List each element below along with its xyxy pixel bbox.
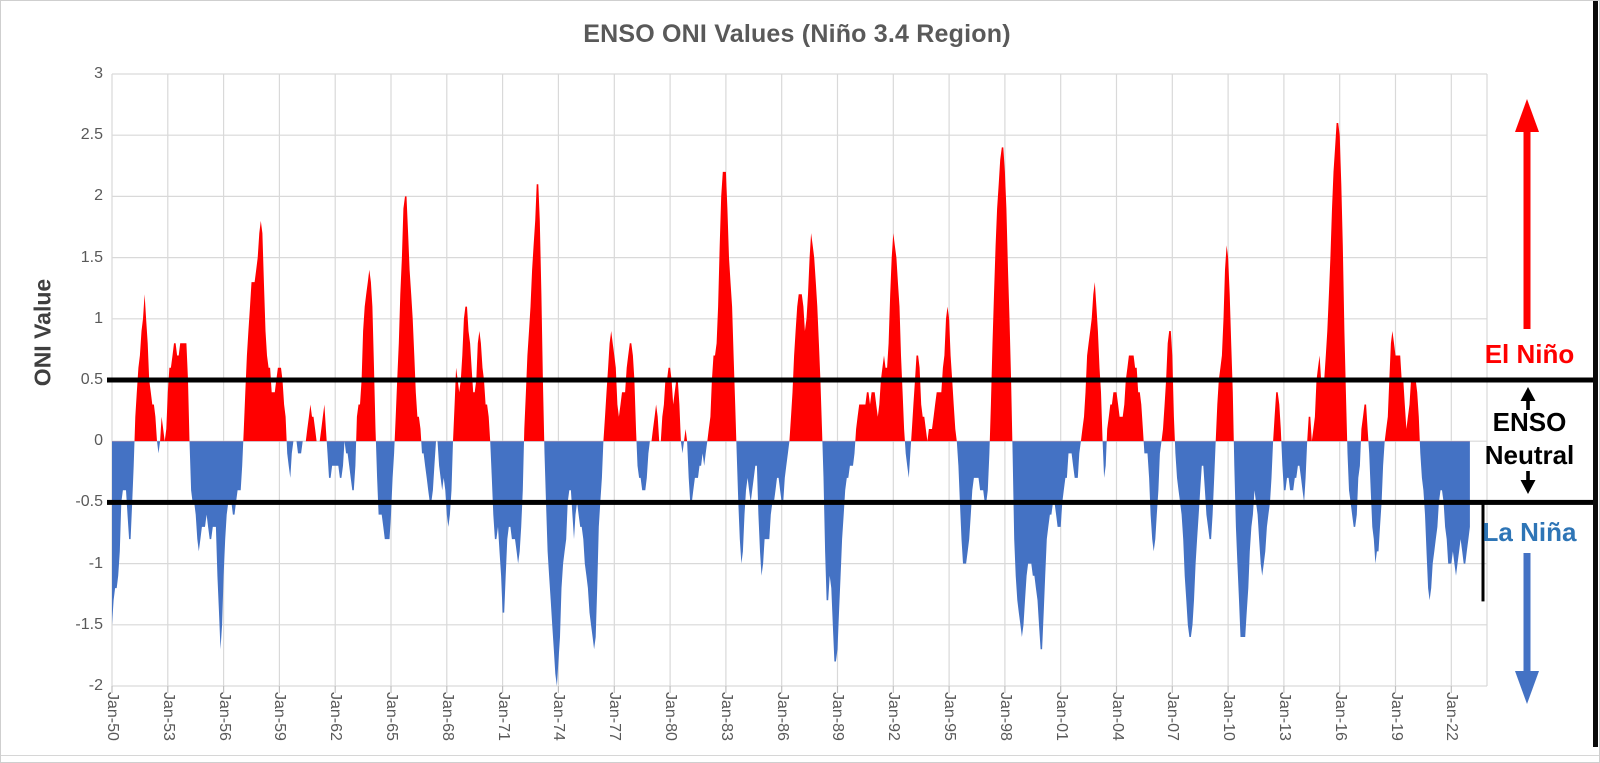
y-tick-label: -1 bbox=[88, 555, 103, 572]
y-tick-label: 1.5 bbox=[80, 249, 103, 266]
x-tick-label: Jan-62 bbox=[327, 692, 344, 741]
enso-neutral-line2: Neutral bbox=[1484, 440, 1575, 470]
x-tick-label: Jan-13 bbox=[1276, 692, 1293, 741]
x-tick-label: Jan-50 bbox=[104, 692, 121, 741]
y-tick-label: -0.5 bbox=[75, 493, 103, 510]
y-tick-label: -1.5 bbox=[75, 616, 103, 633]
y-tick-label: 3 bbox=[94, 65, 103, 82]
neutral-down-arrow-icon bbox=[1520, 471, 1536, 494]
plot-edge-black-segment bbox=[1481, 502, 1485, 602]
y-tick-label: 1 bbox=[94, 310, 103, 327]
x-tick-label: Jan-59 bbox=[271, 692, 288, 741]
x-tick-label: Jan-86 bbox=[774, 692, 791, 741]
enso-neutral-line1: ENSO bbox=[1492, 407, 1567, 437]
el-nino-area-series bbox=[112, 123, 1470, 442]
y-tick-label: 2 bbox=[94, 187, 103, 204]
y-tick-label: 0 bbox=[94, 432, 103, 449]
y-tick-label: 2.5 bbox=[80, 126, 103, 143]
y-tick-label: 0.5 bbox=[80, 371, 103, 388]
bottom-hairline bbox=[1, 755, 1599, 756]
la-nina-threshold-line bbox=[107, 499, 1593, 505]
x-tick-label: Jan-65 bbox=[383, 692, 400, 741]
chart-title: ENSO ONI Values (Niño 3.4 Region) bbox=[583, 20, 1011, 48]
neutral-up-arrow-icon bbox=[1520, 387, 1536, 410]
x-tick-label: Jan-19 bbox=[1388, 692, 1405, 741]
x-tick-label: Jan-10 bbox=[1220, 692, 1237, 741]
enso-neutral-label: ENSO Neutral bbox=[1442, 406, 1599, 472]
y-tick-label: -2 bbox=[88, 677, 103, 694]
x-tick-label: Jan-95 bbox=[941, 692, 958, 741]
x-tick-label: Jan-22 bbox=[1443, 692, 1460, 741]
x-tick-label: Jan-01 bbox=[1053, 692, 1070, 741]
la-nina-label: La Niña bbox=[1482, 517, 1577, 547]
el-nino-arrow-icon bbox=[1515, 99, 1539, 329]
el-nino-threshold-line bbox=[107, 377, 1593, 383]
x-tick-label: Jan-98 bbox=[997, 692, 1014, 741]
la-nina-area-series bbox=[112, 441, 1470, 686]
x-tick-label: Jan-74 bbox=[550, 692, 567, 741]
la-nina-arrow-icon bbox=[1515, 553, 1539, 704]
x-tick-label: Jan-53 bbox=[160, 692, 177, 741]
x-tick-label: Jan-89 bbox=[829, 692, 846, 741]
x-tick-label: Jan-04 bbox=[1109, 692, 1126, 741]
right-border-bar bbox=[1593, 1, 1598, 747]
x-tick-label: Jan-83 bbox=[718, 692, 735, 741]
x-tick-label: Jan-68 bbox=[439, 692, 456, 741]
x-tick-label: Jan-07 bbox=[1164, 692, 1181, 741]
x-tick-label: Jan-77 bbox=[606, 692, 623, 741]
x-tick-label: Jan-92 bbox=[885, 692, 902, 741]
x-tick-label: Jan-16 bbox=[1332, 692, 1349, 741]
x-tick-label: Jan-71 bbox=[495, 692, 512, 741]
x-tick-label: Jan-56 bbox=[216, 692, 233, 741]
el-nino-label: El Niño bbox=[1484, 339, 1575, 369]
x-tick-label: Jan-80 bbox=[662, 692, 679, 741]
